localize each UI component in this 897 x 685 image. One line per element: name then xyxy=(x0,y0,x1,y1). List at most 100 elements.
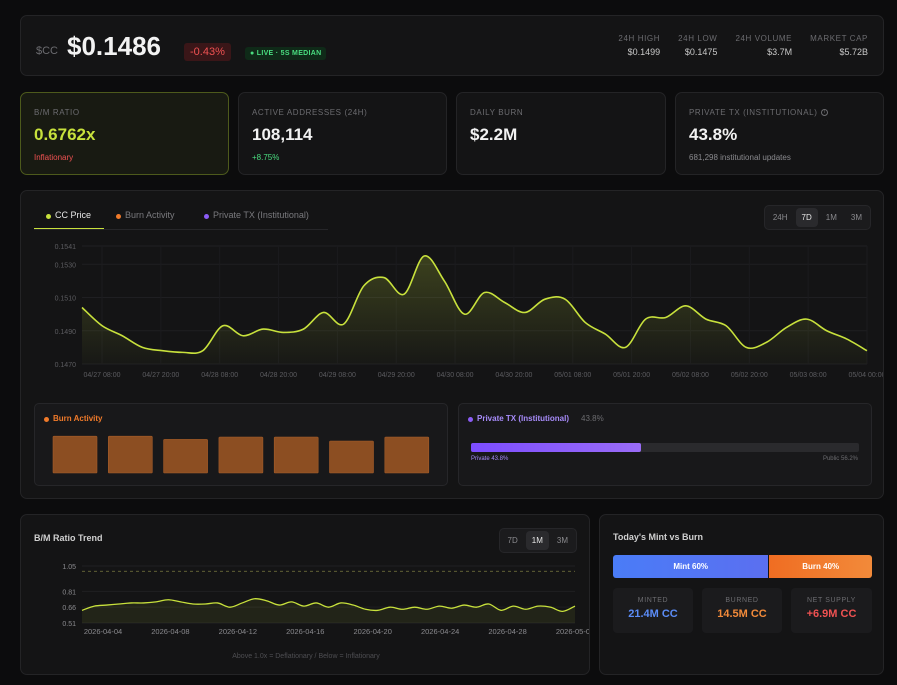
metric-sub: +8.75% xyxy=(252,153,280,162)
stat-24h-high: 24H HIGH $0.1499 xyxy=(618,34,660,57)
stat-label: 24H HIGH xyxy=(618,34,661,43)
private-panel-title: Private TX (Institutional) xyxy=(477,414,570,423)
range-3m[interactable]: 3M xyxy=(850,213,862,222)
stat-label: 24H VOLUME xyxy=(735,34,793,43)
x-tick-label: 2026-04-04 xyxy=(84,627,122,636)
burn-bar xyxy=(218,436,264,474)
public-label: Public 56.2% xyxy=(822,456,858,462)
private-label: Private 43.8% xyxy=(471,456,509,462)
metric-card-daily-burn[interactable]: DAILY BURN $2.2M xyxy=(456,92,666,175)
x-tick-label: 2026-04-20 xyxy=(354,627,392,636)
stat-value: 14.5M CC xyxy=(717,608,767,620)
x-tick-label: 04/29 20:00 xyxy=(378,372,415,379)
dot-icon xyxy=(116,214,121,219)
bm-footnote: Above 1.0x = Deflationary / Below = Infl… xyxy=(232,653,380,660)
bm-chart: 0.51 0.66 0.81 1.05 2026-04-04 2026-04-08 2026… xyxy=(62,564,589,636)
stat-value: $0.1499 xyxy=(627,47,661,57)
tab-label: Private TX (Institutional) xyxy=(213,210,309,220)
metric-sub: Inflationary xyxy=(34,153,74,162)
private-panel-pct: 43.8% xyxy=(581,414,604,423)
metric-card-private-tx[interactable]: PRIVATE TX (INSTITUTIONAL) i 43.8% 681,2… xyxy=(675,92,884,175)
price-line xyxy=(81,255,868,354)
x-tick-label: 05/02 20:00 xyxy=(731,372,768,379)
bm-title: B/M Ratio Trend xyxy=(34,533,103,543)
metric-value: 108,114 xyxy=(252,125,313,144)
burn-bar xyxy=(384,436,430,474)
bm-range-7d[interactable]: 7D xyxy=(507,536,518,545)
burn-bar xyxy=(108,435,153,474)
x-tick-label: 05/01 20:00 xyxy=(613,372,650,379)
x-tick-label: 2026-04-12 xyxy=(219,627,257,636)
tab-burn-activity[interactable]: Burn Activity xyxy=(114,203,194,229)
stat-label: NET SUPPLY xyxy=(807,597,856,604)
mint-label: Mint 60% xyxy=(673,562,709,571)
dot-icon xyxy=(46,214,51,219)
y-tick-label: 0.81 xyxy=(62,589,76,596)
x-tick-label: 2026-04-28 xyxy=(488,627,526,636)
x-tick-label: 05/02 08:00 xyxy=(672,372,709,379)
ticker-price: $0.1486 xyxy=(67,31,161,61)
burn-bar xyxy=(273,436,319,474)
x-tick-label: 04/28 08:00 xyxy=(201,372,238,379)
ticker-stats: 24H HIGH $0.1499 24H LOW $0.1475 24H VOL… xyxy=(618,34,868,57)
metric-sub: 681,298 institutional updates xyxy=(689,153,791,162)
metric-label: PRIVATE TX (INSTITUTIONAL) xyxy=(689,108,818,117)
dot-icon xyxy=(468,417,473,422)
private-progress-track xyxy=(471,443,859,452)
bm-range-selector: 7D 1M 3M xyxy=(498,528,577,553)
stat-value: $5.72B xyxy=(839,47,868,57)
burn-bar xyxy=(52,435,98,474)
x-tick-label: 05/01 08:00 xyxy=(554,372,591,379)
x-tick-label: 2026-04-24 xyxy=(421,627,459,636)
y-tick-label: 0.66 xyxy=(62,605,76,612)
tab-cc-price[interactable]: CC Price xyxy=(34,203,104,229)
y-tick-label: 0.51 xyxy=(62,621,76,628)
info-icon[interactable]: i xyxy=(821,109,828,116)
metric-value: $2.2M xyxy=(470,125,518,144)
price-area xyxy=(82,255,867,364)
bm-range-1m[interactable]: 1M xyxy=(525,531,549,550)
x-tick-label: 04/29 08:00 xyxy=(319,372,356,379)
y-tick-label: 0.1470 xyxy=(55,362,77,369)
price-change-badge: -0.43% xyxy=(184,43,231,61)
bm-range-3m[interactable]: 3M xyxy=(556,536,568,545)
metric-label: DAILY BURN xyxy=(470,108,524,117)
stat-24h-volume: 24H VOLUME $3.7M xyxy=(735,34,792,57)
mint-burn-bar: Mint 60% Burn 40% xyxy=(613,555,872,578)
dot-icon xyxy=(44,417,49,422)
x-tick-label: 04/27 20:00 xyxy=(142,372,179,379)
range-1m[interactable]: 1M xyxy=(825,213,837,222)
stat-value: $3.7M xyxy=(767,47,793,57)
x-tick-label: 04/30 08:00 xyxy=(437,372,474,379)
metric-card-active-addresses[interactable]: ACTIVE ADDRESSES (24H) 108,114 +8.75% xyxy=(238,92,447,175)
stat-value: +6.9M CC xyxy=(806,608,857,620)
burn-bars-chart xyxy=(52,435,430,474)
dot-icon xyxy=(204,214,209,219)
stat-market-cap: MARKET CAP $5.72B xyxy=(810,34,868,57)
bm-trend-card: B/M Ratio Trend 7D 1M 3M 0.51 0.66 0.81 1.0… xyxy=(20,514,590,675)
x-tick-label: 2026-05-03 xyxy=(556,627,589,636)
stat-value: $0.1475 xyxy=(684,47,718,57)
burn-label: Burn 40% xyxy=(802,562,840,571)
burn-panel: Burn Activity xyxy=(34,403,448,486)
chart-tabs: CC Price Burn Activity Private TX (Insti… xyxy=(34,203,328,230)
tab-private-tx[interactable]: Private TX (Institutional) xyxy=(204,203,328,229)
stat-label: BURNED xyxy=(725,597,759,604)
price-chart: 0.1470 0.1490 0.1510 0.1530 0.1541 04/27 08:0… xyxy=(55,244,883,379)
stat-label: 24H LOW xyxy=(678,34,718,43)
y-tick-label: 0.1541 xyxy=(55,244,77,251)
x-tick-label: 05/04 00:00 xyxy=(849,372,883,379)
x-tick-label: 05/03 08:00 xyxy=(790,372,827,379)
stat-value: 21.4M CC xyxy=(628,608,678,620)
stat-label: MARKET CAP xyxy=(810,34,868,43)
ticker-symbol: $CC xyxy=(36,45,59,57)
stat-24h-low: 24H LOW $0.1475 xyxy=(678,34,717,57)
mint-burn-card: Today's Mint vs Burn Mint 60% Burn 40% M… xyxy=(599,514,884,675)
x-tick-label: 04/28 20:00 xyxy=(260,372,297,379)
x-tick-label: 2026-04-08 xyxy=(151,627,189,636)
metric-card-bm-ratio[interactable]: B/M RATIO 0.6762x Inflationary xyxy=(20,92,229,175)
private-progress-fill xyxy=(471,443,641,452)
range-7d[interactable]: 7D xyxy=(795,208,818,227)
burn-bar xyxy=(163,439,208,474)
range-24h[interactable]: 24H xyxy=(772,213,788,222)
